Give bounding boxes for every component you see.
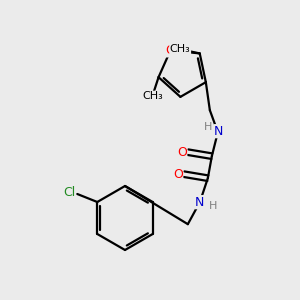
Text: H: H: [209, 201, 217, 211]
Text: O: O: [173, 168, 183, 181]
Text: O: O: [177, 146, 187, 159]
Text: Cl: Cl: [63, 185, 75, 199]
Text: CH₃: CH₃: [142, 91, 163, 101]
Text: N: N: [195, 196, 205, 209]
Text: O: O: [166, 44, 176, 57]
Text: H: H: [204, 122, 212, 132]
Text: CH₃: CH₃: [170, 44, 190, 54]
Text: N: N: [214, 125, 224, 138]
